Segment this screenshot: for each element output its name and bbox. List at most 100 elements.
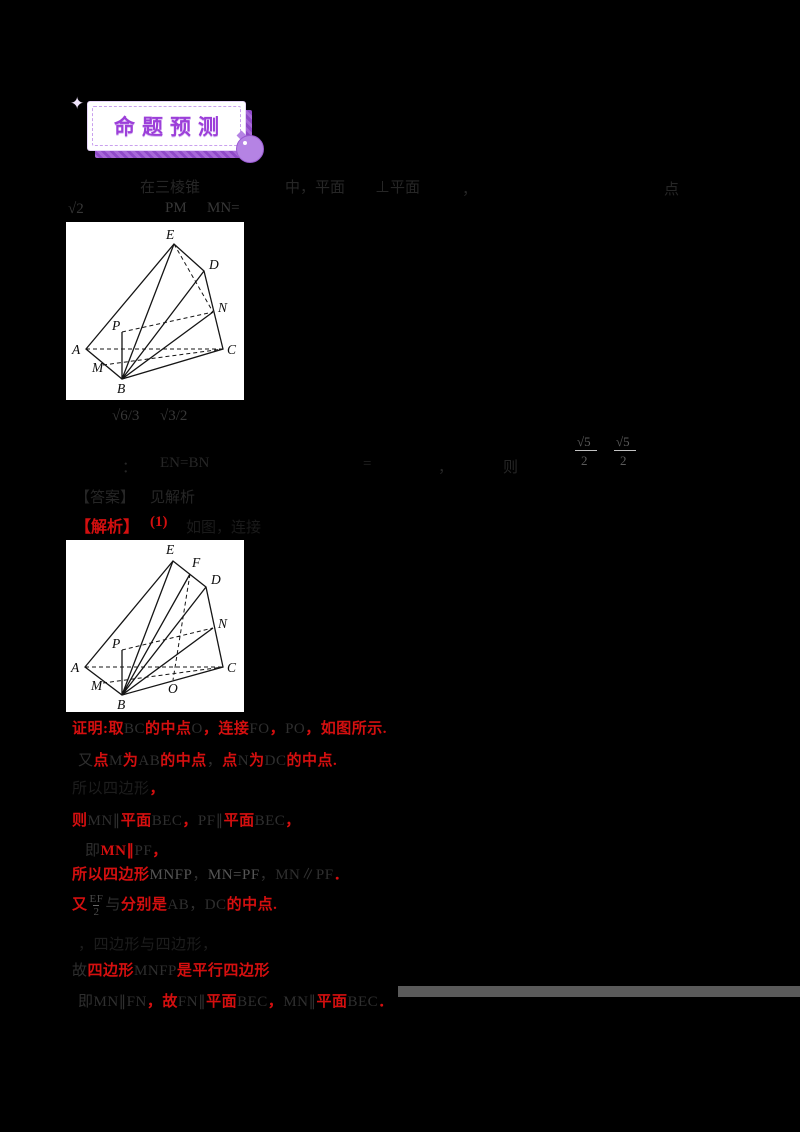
text-segment: 的中点 bbox=[145, 721, 192, 737]
solution-line: 所以四边形MNFP，MN=PF，MN∥PF． bbox=[72, 863, 349, 884]
dashed-edges bbox=[85, 573, 224, 684]
faint-fraction-denominator: 2 bbox=[581, 453, 588, 468]
gray-artifact-bar bbox=[398, 986, 800, 997]
text-segment: 即MN∥FN bbox=[78, 994, 147, 1010]
faint-fraction-numerator: √5 bbox=[616, 434, 630, 449]
section-badge: 命题预测 ✦ bbox=[66, 94, 276, 168]
faint-fraction-denominator: 2 bbox=[620, 453, 627, 468]
text-segment: M bbox=[109, 753, 123, 769]
faint-text-fragment: 在三棱锥 bbox=[140, 180, 201, 196]
solution-line: 即MN∥FN，故FN∥平面BEC，MN∥平面BEC． bbox=[78, 990, 394, 1011]
faint-text-fragment: ， bbox=[438, 460, 454, 476]
dashed-edges bbox=[86, 243, 224, 366]
faint-text-fragment: = bbox=[363, 456, 372, 472]
text-segment: 平面 bbox=[206, 994, 238, 1010]
solid-outline bbox=[84, 560, 224, 696]
solution-line: 又 EF 2 与分别是AB，DC的中点. bbox=[72, 893, 277, 918]
text-segment: MN∥ bbox=[283, 994, 317, 1010]
text-segment: ． bbox=[333, 867, 350, 883]
fraction-bar bbox=[614, 450, 636, 451]
text-segment: BEC bbox=[151, 813, 183, 829]
solution-line: 所以四边形， bbox=[72, 777, 165, 798]
text-segment: 为 bbox=[249, 753, 265, 769]
text-segment: BC bbox=[124, 721, 146, 737]
faint-text-fragment: MN= bbox=[207, 200, 240, 216]
vertex-label-D: D bbox=[210, 572, 221, 587]
solution-line: 则MN∥平面BEC，PF∥平面BEC， bbox=[72, 809, 301, 830]
text-segment: AB bbox=[138, 753, 161, 769]
solution-line: ，四边形与四边形， bbox=[78, 933, 218, 954]
faint-text-fragment: √6/3 bbox=[112, 408, 140, 424]
text-segment: 分别是 bbox=[120, 897, 168, 914]
faint-text-fragment: 点 bbox=[664, 182, 680, 198]
solution-line: 证明:取BC的中点O，连接FO，PO，如图所示. bbox=[72, 717, 387, 738]
text-segment: ，四边形与四边形， bbox=[78, 937, 218, 953]
solid-inner-edges bbox=[121, 560, 214, 696]
text-segment: 故 bbox=[162, 994, 178, 1010]
text-segment: MNFP bbox=[149, 867, 193, 883]
vertex-label-M: M bbox=[91, 360, 104, 375]
text-segment: MN∥ bbox=[100, 843, 135, 859]
text-segment: MN∥ bbox=[87, 813, 121, 829]
text-segment: ， bbox=[206, 753, 223, 769]
faint-answer-tag: 【答案】 bbox=[75, 490, 136, 506]
balloon-icon bbox=[236, 135, 264, 163]
solid-inner-edges bbox=[121, 243, 214, 380]
sparkle-icon: ✦ bbox=[70, 94, 85, 113]
figure-2-drawing: E F D N P A C M O B bbox=[70, 542, 237, 712]
vertex-label-F: F bbox=[191, 555, 201, 570]
text-segment: 点 bbox=[93, 753, 110, 769]
text-segment: 平面 bbox=[120, 813, 152, 829]
figure-1: E D N P A C M B bbox=[66, 222, 244, 400]
solution-tag: 【解析】 bbox=[75, 519, 140, 536]
text-segment: BEC bbox=[237, 994, 268, 1010]
text-segment: DC bbox=[264, 753, 287, 769]
faint-text-fragment: 见解析 bbox=[150, 490, 196, 506]
text-segment: ， bbox=[182, 813, 198, 829]
text-segment: O bbox=[191, 721, 203, 737]
solution-part-number: (1) bbox=[150, 514, 168, 530]
text-segment: ， bbox=[192, 867, 208, 883]
faint-text-fragment: √2 bbox=[68, 201, 84, 217]
vertex-label-B: B bbox=[117, 697, 125, 712]
text-segment: 的中点. bbox=[286, 753, 338, 769]
vertex-label-C: C bbox=[227, 342, 237, 357]
text-segment: 又 bbox=[78, 753, 94, 769]
vertex-label-E: E bbox=[165, 227, 175, 242]
balloon-highlight bbox=[243, 141, 247, 145]
faint-text-fragment: PM bbox=[165, 200, 187, 216]
text-segment: FN∥ bbox=[177, 994, 207, 1010]
text-segment: N bbox=[237, 753, 250, 769]
text-segment: ， bbox=[285, 813, 301, 829]
text-segment: 则 bbox=[72, 813, 88, 829]
text-segment: 点 bbox=[222, 753, 238, 769]
faint-text-fragment: √3/2 bbox=[160, 408, 188, 424]
faint-text-fragment: EN=BN bbox=[160, 455, 210, 471]
vertex-label-O: O bbox=[168, 681, 178, 696]
fraction-bar bbox=[575, 450, 597, 451]
faint-text-fragment: 中，平面 bbox=[285, 180, 346, 196]
text-segment: 平面 bbox=[316, 994, 348, 1010]
solid-outline bbox=[85, 243, 224, 380]
text-segment: BEC bbox=[347, 994, 379, 1010]
text-segment: ，MN∥PF bbox=[259, 867, 334, 883]
vertex-label-D: D bbox=[208, 257, 219, 272]
faint-text-fragment: ， bbox=[462, 182, 478, 198]
figure-1-drawing: E D N P A C M B bbox=[71, 227, 237, 396]
text-segment: BEC bbox=[254, 813, 286, 829]
faint-text-fragment: 则 bbox=[503, 460, 519, 476]
text-segment: AB，DC bbox=[167, 897, 227, 914]
figure-2: E F D N P A C M O B bbox=[66, 540, 244, 712]
vertex-label-E: E bbox=[165, 542, 175, 557]
text-segment: 与 bbox=[105, 897, 121, 914]
text-segment: FO bbox=[249, 721, 270, 737]
text-segment: 为 bbox=[122, 753, 139, 769]
vertex-label-N: N bbox=[217, 300, 228, 315]
faint-text-fragment: 如图，连接 bbox=[186, 520, 262, 536]
text-segment: ，如图所示. bbox=[305, 721, 388, 737]
text-segment: 又 bbox=[72, 897, 88, 914]
vertex-label-P: P bbox=[111, 636, 120, 651]
text-segment: ，连接 bbox=[202, 721, 250, 737]
vertex-label-A: A bbox=[70, 660, 80, 675]
